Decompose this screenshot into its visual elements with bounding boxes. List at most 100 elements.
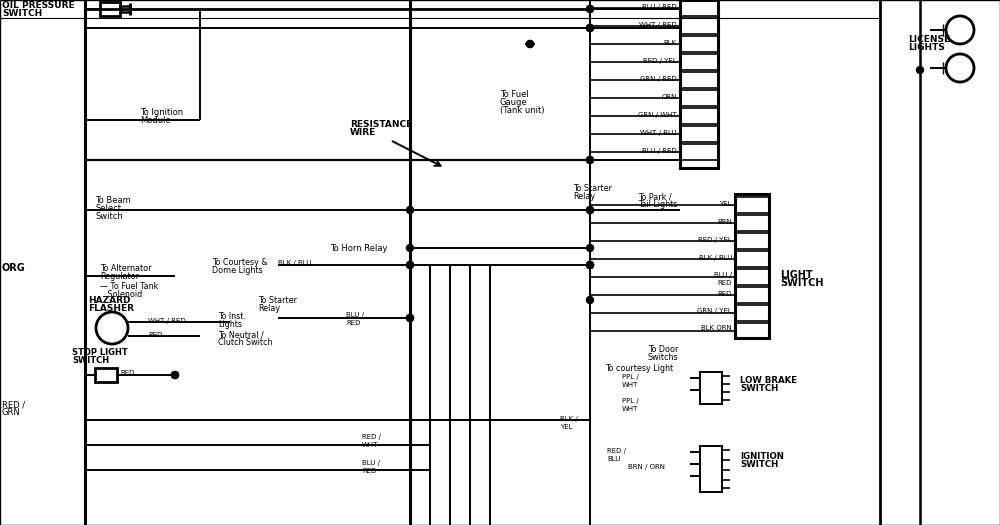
Text: WHT / BLU: WHT / BLU xyxy=(640,130,677,136)
Bar xyxy=(680,18,718,34)
Text: SWITCH: SWITCH xyxy=(2,9,42,18)
Circle shape xyxy=(526,40,534,47)
Text: BLK / BLU: BLK / BLU xyxy=(278,260,311,266)
Text: LOW BRAKE: LOW BRAKE xyxy=(740,376,797,385)
Text: LIGHT: LIGHT xyxy=(780,270,813,280)
Text: (Tank unit): (Tank unit) xyxy=(500,106,544,115)
Bar xyxy=(735,215,769,231)
Bar xyxy=(700,372,722,404)
Bar xyxy=(735,194,769,338)
Bar xyxy=(735,323,769,339)
Text: BRN: BRN xyxy=(717,219,732,225)
Text: GRN / WHT: GRN / WHT xyxy=(638,112,677,118)
Text: To Starter: To Starter xyxy=(573,184,612,193)
Text: LIGHTS: LIGHTS xyxy=(908,43,945,52)
Bar xyxy=(735,305,769,321)
Text: WHT: WHT xyxy=(622,382,638,388)
Text: Solenoid: Solenoid xyxy=(100,290,142,299)
Text: Switch: Switch xyxy=(95,212,123,221)
Text: ORN: ORN xyxy=(662,94,677,100)
Bar xyxy=(735,251,769,267)
Text: WHT / RED: WHT / RED xyxy=(639,22,677,28)
Bar xyxy=(680,126,718,142)
Circle shape xyxy=(526,40,534,47)
Circle shape xyxy=(586,5,594,13)
Text: BLU /: BLU / xyxy=(346,312,364,318)
Bar xyxy=(680,90,718,106)
Text: PPL /: PPL / xyxy=(622,374,639,380)
Circle shape xyxy=(586,25,594,32)
Text: FLASHER: FLASHER xyxy=(88,304,134,313)
Text: PPL /: PPL / xyxy=(622,398,639,404)
Text: To Starter: To Starter xyxy=(258,296,297,305)
Bar xyxy=(735,287,769,303)
Text: To Park /: To Park / xyxy=(638,192,672,201)
Text: YEL: YEL xyxy=(720,201,732,207)
Text: RED /: RED / xyxy=(2,400,25,409)
Text: RED /: RED / xyxy=(362,434,381,440)
Text: WHT / RED: WHT / RED xyxy=(148,318,186,324)
Text: SWITCH: SWITCH xyxy=(72,356,109,365)
Text: Select: Select xyxy=(95,204,121,213)
Circle shape xyxy=(586,25,594,32)
Text: WHT: WHT xyxy=(362,442,378,448)
Text: To Horn Relay: To Horn Relay xyxy=(330,244,388,253)
Text: To Door: To Door xyxy=(648,345,678,354)
Circle shape xyxy=(586,206,594,214)
Bar xyxy=(680,36,718,52)
Bar xyxy=(735,197,769,213)
Text: RED: RED xyxy=(120,370,134,376)
Text: YEL: YEL xyxy=(560,424,572,430)
Circle shape xyxy=(586,156,594,163)
Circle shape xyxy=(172,372,178,379)
Circle shape xyxy=(586,261,594,268)
Text: IGNITION: IGNITION xyxy=(740,452,784,461)
Text: GRN / YEL: GRN / YEL xyxy=(697,308,732,314)
Text: GRN: GRN xyxy=(2,408,21,417)
Text: Dome Lights: Dome Lights xyxy=(212,266,263,275)
Bar xyxy=(680,144,718,160)
Bar xyxy=(680,0,718,16)
Circle shape xyxy=(586,261,594,268)
Text: BLU /: BLU / xyxy=(714,272,732,278)
Text: BLK: BLK xyxy=(664,40,677,46)
Circle shape xyxy=(586,245,594,251)
Text: RED / YEL: RED / YEL xyxy=(643,58,677,64)
Text: RED: RED xyxy=(718,291,732,297)
Bar xyxy=(735,269,769,285)
Text: Tail Lights: Tail Lights xyxy=(638,200,677,209)
Circle shape xyxy=(586,5,594,13)
Text: To Courtesy &: To Courtesy & xyxy=(212,258,268,267)
Text: SWITCH: SWITCH xyxy=(740,460,778,469)
Text: BLK ORN: BLK ORN xyxy=(701,325,732,331)
Text: RED: RED xyxy=(346,320,360,326)
Bar xyxy=(680,108,718,124)
Text: BLU /: BLU / xyxy=(362,460,380,466)
Circle shape xyxy=(586,206,594,214)
Text: OIL PRESSURE: OIL PRESSURE xyxy=(2,1,75,10)
Text: RED: RED xyxy=(362,468,376,474)
Circle shape xyxy=(406,314,414,321)
Bar xyxy=(700,446,722,492)
Text: RESISTANCE: RESISTANCE xyxy=(350,120,412,129)
Text: Relay: Relay xyxy=(573,192,595,201)
Text: — To Fuel Tank: — To Fuel Tank xyxy=(100,282,158,291)
Text: To courtesy Light: To courtesy Light xyxy=(605,364,673,373)
Text: Module: Module xyxy=(140,116,171,125)
Text: WHT: WHT xyxy=(622,406,638,412)
Text: BLU / RED: BLU / RED xyxy=(642,148,677,154)
Text: RED: RED xyxy=(148,332,162,338)
Circle shape xyxy=(586,297,594,303)
Text: HAZARD: HAZARD xyxy=(88,296,130,305)
Text: SWITCH: SWITCH xyxy=(780,278,824,288)
Text: To Alternator: To Alternator xyxy=(100,264,152,273)
Circle shape xyxy=(586,261,594,268)
Text: Clutch Switch: Clutch Switch xyxy=(218,338,272,347)
Circle shape xyxy=(172,372,178,379)
Text: To Inst.: To Inst. xyxy=(218,312,246,321)
Text: Gauge: Gauge xyxy=(500,98,528,107)
Bar xyxy=(95,368,117,382)
Text: RED: RED xyxy=(718,280,732,286)
Text: Lights: Lights xyxy=(218,320,242,329)
Bar xyxy=(680,0,718,168)
